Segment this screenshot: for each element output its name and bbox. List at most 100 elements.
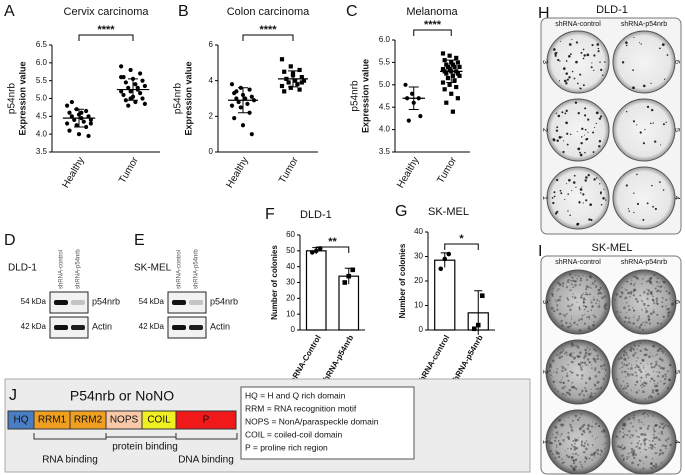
colony — [598, 300, 600, 303]
colony — [650, 466, 653, 469]
colony — [629, 295, 631, 298]
colony — [652, 295, 654, 298]
sd-bar — [238, 87, 248, 114]
colony — [584, 152, 586, 154]
colony — [593, 454, 595, 457]
colony — [574, 438, 577, 442]
data-point — [86, 114, 91, 119]
colony — [623, 306, 626, 310]
y-tick-label: 5.5 — [36, 76, 48, 85]
colony — [587, 310, 589, 313]
colony — [573, 280, 577, 283]
colony — [641, 309, 643, 311]
colony — [584, 305, 587, 308]
colony — [551, 453, 554, 455]
colony — [626, 280, 629, 283]
colony — [642, 467, 645, 470]
colony — [570, 428, 574, 432]
blot-band — [189, 325, 203, 330]
colony — [667, 314, 670, 317]
colony — [562, 150, 565, 154]
y-axis-label: p54nrb — [7, 82, 18, 114]
colony — [632, 425, 634, 428]
colony — [586, 286, 588, 289]
colony — [664, 439, 668, 442]
colony — [654, 396, 656, 398]
column-label: shRNA-p54nrb — [621, 21, 667, 28]
colony — [552, 436, 554, 438]
colony — [593, 315, 597, 319]
colony — [638, 446, 641, 450]
colony — [630, 442, 633, 445]
colony — [636, 124, 638, 126]
colony — [623, 422, 627, 426]
colony — [563, 79, 567, 83]
colony — [659, 290, 662, 293]
colony — [582, 394, 586, 397]
colony — [581, 127, 584, 131]
colony — [648, 374, 651, 376]
colony — [665, 447, 667, 450]
colony — [570, 385, 572, 387]
colony — [653, 446, 656, 449]
colony — [666, 441, 669, 443]
colony — [550, 374, 552, 377]
colony — [644, 398, 646, 400]
data-point — [447, 82, 452, 87]
colony — [626, 455, 628, 458]
colony — [628, 349, 631, 351]
colony — [567, 325, 570, 329]
colony — [652, 433, 655, 436]
colony — [654, 207, 657, 211]
colony — [556, 290, 558, 292]
colony — [564, 368, 567, 371]
colony — [664, 382, 666, 385]
colony — [551, 359, 555, 363]
colony — [625, 351, 628, 355]
colony — [652, 309, 655, 311]
colony — [667, 425, 670, 428]
well — [611, 339, 677, 405]
colony — [631, 307, 634, 309]
colony — [641, 413, 645, 416]
colony — [568, 76, 571, 79]
colony — [582, 84, 585, 87]
data-point — [128, 89, 133, 94]
colony — [649, 312, 652, 315]
data-point — [249, 132, 254, 137]
colony — [566, 354, 568, 356]
colony — [570, 276, 572, 278]
data-point — [76, 132, 82, 137]
colony — [645, 280, 648, 283]
colony — [621, 287, 624, 289]
colony — [641, 358, 645, 362]
colony — [634, 282, 636, 285]
colony — [577, 82, 579, 85]
colony — [665, 424, 667, 426]
colony — [584, 179, 587, 182]
colony — [646, 202, 649, 205]
colony — [592, 296, 594, 298]
colony — [604, 61, 606, 63]
colony — [667, 311, 670, 315]
colony — [635, 360, 638, 362]
colony — [650, 122, 652, 125]
colony — [574, 458, 577, 462]
colony — [572, 453, 575, 455]
colony — [564, 420, 566, 422]
colony — [631, 373, 634, 377]
colony — [626, 382, 629, 385]
colony — [651, 184, 653, 187]
colony — [582, 193, 585, 196]
colony — [551, 290, 553, 292]
lane-label: shRNA-p54nrb — [194, 249, 200, 289]
colony — [601, 368, 603, 370]
colony — [631, 364, 633, 366]
colony — [640, 442, 643, 445]
data-point — [236, 99, 241, 105]
colony — [582, 429, 586, 433]
colony — [621, 444, 624, 447]
colony — [623, 363, 626, 366]
colony — [591, 435, 594, 437]
colony — [600, 450, 603, 453]
